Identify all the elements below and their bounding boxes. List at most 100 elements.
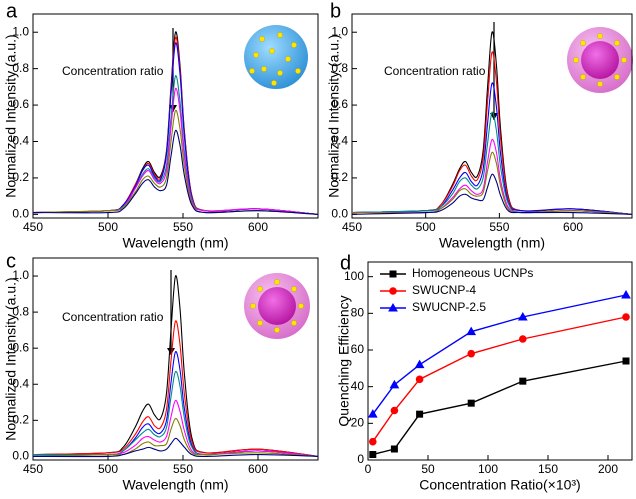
y-tick-label: 0.4 xyxy=(331,134,348,148)
y-tick-label: 60 xyxy=(351,342,365,356)
series-line xyxy=(32,75,319,215)
series-line xyxy=(32,275,319,457)
y-tick-label: 20 xyxy=(351,416,365,430)
y-tick-label: 0.4 xyxy=(12,376,29,390)
legend-label: SWUCNP-4 xyxy=(412,283,476,297)
y-tick-label: 80 xyxy=(351,306,365,320)
panel-letter: c xyxy=(6,250,16,272)
nanoparticle-icon xyxy=(244,25,308,89)
x-tick-label: 600 xyxy=(248,220,268,234)
y-axis-label: Normalized Intensity (a.u.) xyxy=(3,34,19,197)
y-tick-label: 0.8 xyxy=(12,304,29,318)
plot-frame xyxy=(32,257,319,461)
plot-frame xyxy=(367,261,633,461)
marker xyxy=(369,451,377,458)
y-tick-label: 1.0 xyxy=(331,24,348,38)
x-tick-label: 450 xyxy=(23,462,43,476)
legend-label: SWUCNP-2.5 xyxy=(412,300,486,314)
x-tick-label: 150 xyxy=(538,462,558,476)
marker xyxy=(467,349,476,358)
x-axis-label: Wavelength (nm) xyxy=(122,477,228,493)
series-line xyxy=(351,111,633,215)
x-tick-label: 450 xyxy=(342,220,362,234)
y-axis-label: Normalized Intensity (a.u.) xyxy=(3,277,19,440)
y-tick-label: 0.2 xyxy=(12,412,29,426)
series-line xyxy=(32,417,319,457)
y-tick-label: 0.6 xyxy=(12,97,29,111)
y-tick-label: 0.2 xyxy=(331,170,348,184)
x-tick-label: 550 xyxy=(173,220,193,234)
series-line xyxy=(351,51,633,215)
series-line xyxy=(351,173,633,215)
marker xyxy=(467,399,475,407)
marker xyxy=(414,359,425,369)
nanoparticle-icon xyxy=(244,273,310,339)
y-tick-label: 0.4 xyxy=(12,134,29,148)
series-line xyxy=(32,351,319,457)
x-tick-label: 0 xyxy=(365,462,372,476)
nanoparticle-icon xyxy=(567,27,633,93)
y-tick-label: 0.2 xyxy=(12,170,29,184)
plot-frame xyxy=(351,13,633,219)
marker xyxy=(621,289,631,299)
legend-marker xyxy=(389,270,397,278)
x-tick-label: 200 xyxy=(598,462,618,476)
series-line xyxy=(32,399,319,457)
series-line xyxy=(351,82,633,215)
series-line xyxy=(32,437,319,458)
x-tick-label: 600 xyxy=(563,220,583,234)
x-tick-label: 450 xyxy=(23,220,43,234)
y-tick-label: 0.8 xyxy=(12,61,29,75)
series-line xyxy=(32,109,319,215)
series-line xyxy=(372,360,627,456)
y-tick-label: 0.6 xyxy=(12,340,29,354)
x-tick-label: 500 xyxy=(98,462,118,476)
series-line xyxy=(372,316,627,443)
plot-frame xyxy=(32,13,319,219)
y-tick-label: 1.0 xyxy=(12,24,29,38)
marker xyxy=(367,409,378,418)
y-tick-label: 0.0 xyxy=(12,449,29,463)
y-tick-label: 0.0 xyxy=(331,207,348,221)
x-tick-label: 500 xyxy=(416,220,436,234)
panel-letter: b xyxy=(330,0,341,22)
y-axis-label: Quenching Efficiency xyxy=(336,295,352,426)
marker xyxy=(517,311,528,321)
marker xyxy=(416,410,424,418)
x-axis-label: Wavelength (nm) xyxy=(122,235,228,251)
marker xyxy=(519,377,527,385)
y-tick-label: 100 xyxy=(344,269,364,283)
marker xyxy=(389,379,400,389)
marker xyxy=(390,445,398,453)
marker xyxy=(622,357,630,365)
annotation: Concentration ratio xyxy=(62,310,164,324)
marker xyxy=(369,437,377,446)
marker xyxy=(466,326,477,336)
marker xyxy=(415,375,424,384)
marker xyxy=(622,313,630,321)
series-line xyxy=(32,320,319,457)
x-tick-label: 550 xyxy=(489,220,509,234)
series-line xyxy=(351,151,633,215)
panel-letter: d xyxy=(340,252,351,274)
series-line xyxy=(351,138,633,215)
legend-marker xyxy=(388,302,398,312)
x-tick-label: 600 xyxy=(248,462,268,476)
y-tick-label: 0.6 xyxy=(331,97,348,111)
y-tick-label: 40 xyxy=(351,379,365,393)
y-tick-label: 0 xyxy=(357,452,364,466)
x-tick-label: 50 xyxy=(421,462,435,476)
x-tick-label: 100 xyxy=(478,462,498,476)
legend-label: Homogeneous UCNPs xyxy=(412,266,533,280)
y-tick-label: 1.0 xyxy=(12,268,29,282)
marker xyxy=(519,335,527,343)
series-line xyxy=(32,129,319,215)
series-line xyxy=(32,87,319,215)
series-line xyxy=(372,294,627,415)
x-tick-label: 550 xyxy=(173,462,193,476)
x-axis-label: Wavelength (nm) xyxy=(439,235,545,251)
y-axis-label: Normalized Intensity (a.u.) xyxy=(326,34,342,197)
x-axis-label: Concentration Ratio(×10³) xyxy=(419,477,580,493)
legend-marker xyxy=(389,287,397,295)
